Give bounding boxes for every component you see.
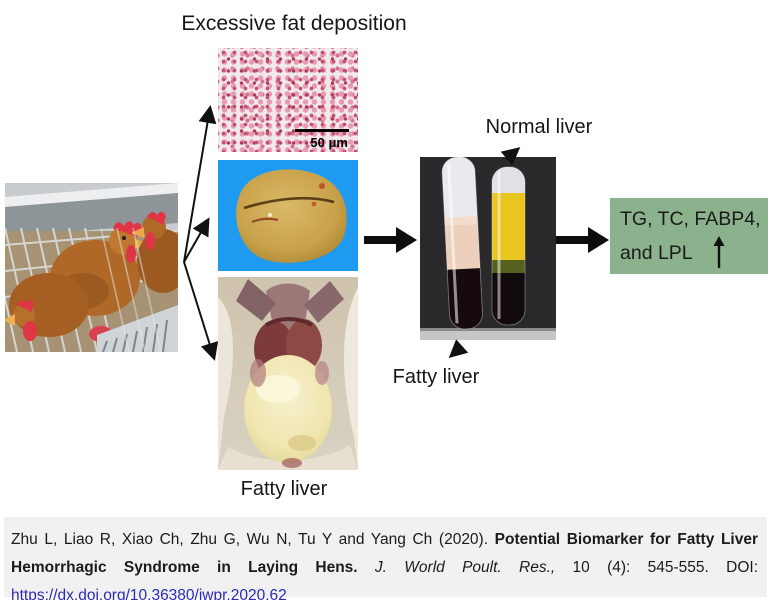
fatty-liver-serum-label: Fatty liver: [392, 366, 480, 388]
histology-micrograph: 50 μm: [218, 48, 358, 152]
citation-journal: J. World Poult. Res.,: [374, 559, 573, 576]
scale-bar: [295, 129, 349, 132]
fatty-liver-label: Fatty liver: [240, 478, 328, 500]
normal-liver-label: Normal liver: [485, 116, 593, 138]
liver-illustration: [218, 160, 358, 271]
fan-arrow-to-liver: [183, 217, 210, 263]
citation-title: Potential Biomarker for Fatty Liver Hemo…: [11, 531, 759, 576]
citation-issue: 10 (4): 545-555. DOI:: [572, 559, 759, 576]
hens-illustration: [5, 183, 178, 352]
citation-bar: Zhu L, Liao R, Xiao Ch, Zhu G, Wu N, Tu …: [4, 517, 767, 600]
increase-arrow-icon: [711, 235, 727, 269]
result-box: TG, TC, FABP4, and LPL: [610, 198, 768, 274]
result-line-1: TG, TC, FABP4,: [620, 208, 761, 230]
fan-arrow-to-carcass: [183, 261, 219, 361]
carcass-illustration: [218, 277, 358, 470]
laying-hens-photo: [5, 183, 178, 352]
tubes-illustration: [420, 157, 556, 340]
fatty-liver-pointer-arrow: [448, 339, 469, 359]
fatty-liver-photo: [218, 160, 358, 271]
serum-tubes-photo: [420, 157, 556, 340]
citation-authors: Zhu L, Liao R, Xiao Ch, Zhu G, Wu N, Tu …: [11, 531, 495, 548]
scale-bar-label: 50 μm: [310, 135, 348, 150]
necropsy-photo: [218, 277, 358, 470]
top-label: Excessive fat deposition: [181, 12, 407, 35]
result-line-2: and LPL: [620, 242, 693, 264]
doi-link[interactable]: https://dx.doi.org/10.36380/jwpr.2020.62: [11, 587, 287, 600]
fan-arrow-to-histology: [183, 105, 217, 263]
citation-text: Zhu L, Liao R, Xiao Ch, Zhu G, Wu N, Tu …: [11, 526, 758, 600]
flow-arrow-1: [364, 227, 417, 253]
flow-arrow-2: [556, 227, 609, 253]
